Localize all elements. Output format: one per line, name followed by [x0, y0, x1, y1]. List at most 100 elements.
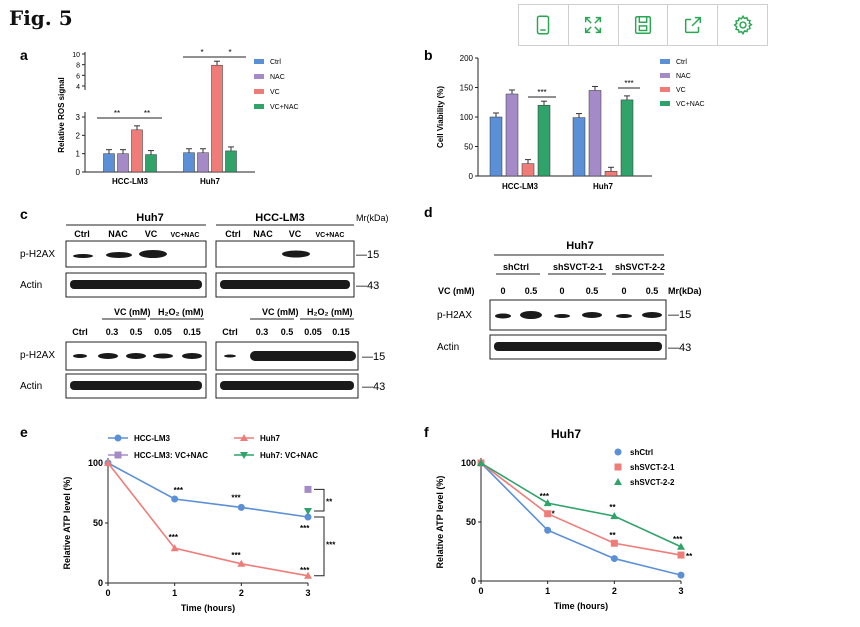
- blot-band: [224, 354, 236, 358]
- blot-band: [282, 250, 310, 258]
- blot-d-group-label: shCtrl: [503, 262, 529, 272]
- device-view-button[interactable]: [519, 5, 569, 45]
- legend-label: shSVCT-2-2: [630, 478, 675, 487]
- x-tick-label: Huh7: [200, 177, 221, 186]
- significance-label: ***: [300, 524, 310, 533]
- y-tick-label: 100: [461, 458, 476, 468]
- panel-letter-d: d: [424, 204, 433, 220]
- blot-band: [106, 252, 132, 258]
- data-point: [614, 448, 622, 456]
- legend-label: VC+NAC: [270, 104, 299, 111]
- legend-label: VC+NAC: [676, 101, 705, 108]
- blot-c-lane-label: 0.3: [106, 327, 119, 337]
- panel-letter-f: f: [424, 424, 429, 440]
- bar: [537, 104, 551, 177]
- blot-c-lane-label: Ctrl: [72, 327, 88, 337]
- bar: [572, 117, 586, 177]
- series-line: [480, 462, 682, 548]
- data-point: [543, 499, 552, 507]
- blot-d-dose: 0: [500, 286, 505, 296]
- legend-label: shCtrl: [630, 448, 653, 457]
- bar: [131, 129, 143, 173]
- blot-c-lane-label: Ctrl: [225, 229, 241, 239]
- settings-icon: [733, 14, 753, 36]
- bar: [521, 163, 535, 177]
- x-tick-label: 3: [678, 586, 683, 596]
- data-point: [237, 559, 246, 567]
- blot-c-vc-label: VC (mM): [262, 307, 299, 317]
- data-point: [677, 551, 685, 559]
- y-tick-label: 0: [98, 578, 103, 588]
- blot-c-vc-label: VC (mM): [114, 307, 151, 317]
- blot-d-dose: 0.5: [586, 286, 599, 296]
- y-tick-label: 100: [88, 458, 103, 468]
- blot-band: [139, 250, 167, 258]
- y-tick-label: 8: [76, 63, 80, 70]
- y-tick-label: 100: [460, 113, 474, 122]
- y-tick-label: 0: [469, 172, 474, 181]
- data-point: [237, 503, 245, 511]
- data-point: [240, 452, 248, 459]
- share-button[interactable]: [668, 5, 719, 45]
- blot-band: [250, 351, 356, 361]
- x-tick-label: HCC-LM3: [112, 177, 149, 186]
- blot-c-mw: —15: [362, 351, 385, 363]
- blot-c-lane-label: 0.05: [154, 327, 172, 337]
- data-point: [610, 539, 618, 547]
- bar: [588, 90, 602, 177]
- x-tick-label: 1: [545, 586, 550, 596]
- legend-swatch: [254, 59, 264, 64]
- y-tick-label: 50: [93, 518, 103, 528]
- blot-c-lane-label: 0.05: [304, 327, 322, 337]
- legend-label: VC: [270, 89, 280, 96]
- legend-swatch: [254, 74, 264, 79]
- blot-c-row-label: p-H2AX: [20, 249, 55, 260]
- blot-band: [73, 354, 87, 358]
- x-tick-label: 3: [305, 588, 310, 598]
- significance-label: ***: [540, 492, 550, 501]
- blot-band: [495, 313, 511, 319]
- significance-label: **: [609, 531, 616, 540]
- panel-letter-c: c: [20, 206, 28, 222]
- bar: [211, 64, 223, 173]
- significance-label: ***: [624, 79, 633, 88]
- blot-c-mw: —43: [362, 381, 385, 393]
- y-tick-label: 3: [76, 113, 81, 122]
- expand-icon: [585, 16, 602, 34]
- expand-button[interactable]: [569, 5, 619, 45]
- blot-d-row-label: p-H2AX: [437, 310, 472, 321]
- x-axis-label: Time (hours): [554, 601, 608, 611]
- data-point: [240, 434, 248, 441]
- data-point: [677, 542, 685, 550]
- significance-label: *: [552, 510, 556, 519]
- x-tick-label: 0: [478, 586, 483, 596]
- blot-d-dose: 0: [559, 286, 564, 296]
- panel-letter-e: e: [20, 424, 28, 440]
- data-point: [114, 434, 122, 442]
- y-tick-label: 0: [471, 576, 476, 586]
- series-line: [480, 462, 682, 556]
- y-axis-label: Relative ROS signal: [57, 77, 66, 153]
- blot-d-dose: 0: [621, 286, 626, 296]
- data-point: [104, 459, 112, 466]
- chart-b-viability-bar: 0 50 100 150 200 Cell Viability (%) HCC-LM3 Huh…: [436, 54, 705, 191]
- chart-e-atp-line: 0 1 2 3 0 50 100 Time (hours) Relative ATP level…: [62, 434, 336, 613]
- blot-c-lane-label: NAC: [253, 229, 273, 239]
- legend-swatch: [660, 59, 670, 64]
- bar: [489, 116, 503, 177]
- blot-band: [220, 381, 354, 390]
- blot-band: [98, 353, 118, 359]
- settings-button[interactable]: [718, 5, 767, 45]
- significance-label: ***: [231, 493, 241, 502]
- blot-band: [126, 353, 146, 359]
- blot-c-row-label: p-H2AX: [20, 350, 55, 361]
- x-tick-label: HCC-LM3: [502, 182, 539, 191]
- blot-c-lane-label: 0.15: [183, 327, 201, 337]
- blot-c-lm3-title: HCC-LM3: [255, 212, 305, 224]
- save-icon: [634, 16, 652, 34]
- blot-panel-d: Huh7 shCtrl shSVCT-2-1 shSVCT-2-2 VC (mM…: [437, 240, 702, 360]
- chart-a-ros-bar: 0 1 2 3 4 6 8 10 Relative ROS signal HCC-LM3 Huh7 *…: [57, 48, 299, 186]
- legend-label: shSVCT-2-1: [630, 463, 675, 472]
- save-button[interactable]: [619, 5, 669, 45]
